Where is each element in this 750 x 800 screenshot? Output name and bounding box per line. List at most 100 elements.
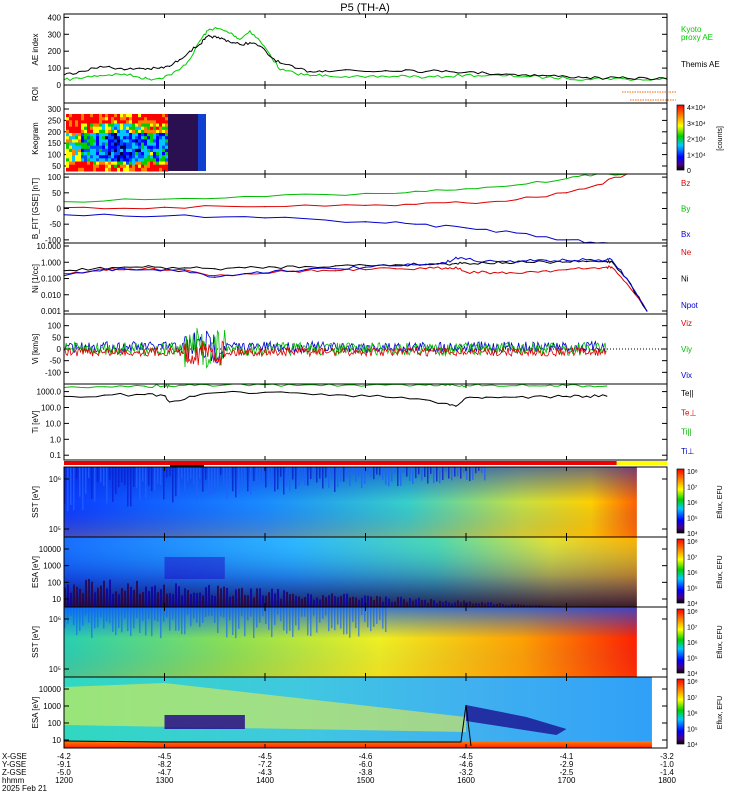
- bfield-point: [515, 232, 517, 234]
- ae-point: [148, 68, 151, 70]
- keogram-cell: [72, 155, 76, 159]
- keogram-cell: [126, 136, 130, 140]
- keogram-cell: [111, 117, 115, 121]
- keogram-cell: [72, 148, 76, 153]
- keogram-cell: [90, 126, 94, 131]
- keogram-cell: [153, 161, 157, 166]
- keogram-cell: [114, 152, 118, 156]
- keogram-cell: [84, 136, 88, 140]
- esa-e-streak: [385, 596, 387, 607]
- esa-e-streak: [160, 589, 162, 607]
- keogram-cell: [162, 136, 166, 140]
- sst-e-streak: [193, 467, 195, 485]
- ae-legend-1: proxy AE: [681, 33, 713, 42]
- keogram-cell: [87, 167, 91, 172]
- sst-e-streak: [415, 467, 417, 479]
- keogram-cell: [72, 129, 76, 134]
- x-axis-row-label: hhmm: [2, 776, 25, 785]
- keogram-cell: [120, 117, 124, 121]
- keogram-cell: [138, 164, 142, 169]
- keogram-cell: [105, 152, 109, 156]
- keogram-cell: [150, 148, 154, 153]
- bfield-legend-2: Bx: [681, 230, 690, 239]
- keogram-cell: [144, 139, 148, 143]
- sst-e-streak: [424, 467, 426, 477]
- keogram-cell: [147, 158, 151, 162]
- esa-e-streak: [145, 586, 147, 607]
- density-point: [304, 270, 306, 272]
- keogram-cell: [147, 123, 151, 128]
- sst-i-streak: [244, 607, 246, 637]
- ae-point: [545, 75, 548, 77]
- keogram-cell: [165, 114, 169, 118]
- ae-point: [425, 76, 427, 78]
- sst-i-streak: [268, 607, 270, 630]
- keogram-cell: [141, 114, 145, 118]
- density-point: [445, 263, 447, 265]
- bfield-ytick-label: -50: [49, 220, 61, 229]
- esa-e-streak: [502, 604, 504, 607]
- ae-ytick-label: 400: [48, 13, 62, 22]
- esa_e-spectrogram-shade: [64, 537, 637, 607]
- ae-point: [405, 69, 407, 71]
- keogram-cell: [66, 139, 70, 143]
- keogram-cell: [120, 164, 124, 169]
- density-point: [611, 260, 613, 263]
- ae-point: [344, 75, 346, 78]
- esa-e-streak: [520, 604, 522, 607]
- keogram-cell: [150, 161, 154, 166]
- keogram-cell: [162, 164, 166, 169]
- keogram-cell: [108, 167, 112, 172]
- sst-e-streak: [127, 467, 129, 507]
- sst-i-streak: [157, 607, 159, 622]
- temperature-point: [606, 385, 608, 387]
- keogram-cell: [102, 148, 106, 153]
- keogram-cell: [105, 114, 109, 118]
- keogram-cell: [144, 117, 148, 121]
- keogram-cell: [138, 152, 142, 156]
- esa-e-streak: [217, 585, 219, 607]
- esa-e-streak: [475, 603, 477, 607]
- ae-point: [485, 75, 487, 77]
- keogram-cell: [84, 133, 88, 137]
- keogram-cell: [123, 117, 127, 121]
- keogram-cell: [84, 145, 88, 150]
- bfield-point: [163, 215, 166, 217]
- keogram-cell: [84, 123, 88, 128]
- x-axis-tick-value: 1400: [256, 776, 274, 785]
- density-point: [445, 262, 447, 264]
- keogram-cell: [111, 167, 115, 172]
- keogram-cell: [156, 136, 160, 140]
- esa-e-streak: [313, 599, 315, 607]
- esa-e-streak: [526, 605, 528, 607]
- keogram-cell: [132, 129, 136, 134]
- keogram-cell: [90, 167, 94, 172]
- esa-e-streak: [463, 600, 465, 607]
- keogram-cell: [123, 167, 127, 172]
- keogram-cell: [135, 142, 139, 147]
- keogram-cell: [96, 133, 100, 137]
- keogram-cell: [165, 139, 169, 143]
- bfield-point: [264, 217, 266, 219]
- keogram-cell: [162, 152, 166, 156]
- esa-e-streak: [100, 585, 102, 607]
- keogram-cell: [150, 152, 154, 156]
- sst-e-streak: [76, 467, 78, 479]
- bfield-series-bx: [64, 213, 627, 243]
- ae-point: [344, 69, 346, 71]
- keogram-cell: [141, 120, 145, 124]
- keogram-cell: [96, 120, 100, 124]
- keogram-cell: [147, 164, 151, 169]
- keogram-cell: [159, 129, 163, 134]
- keogram-cell: [120, 142, 124, 147]
- mode-bar-yellow: [616, 461, 667, 465]
- keogram-cell: [105, 145, 109, 150]
- temperature-point: [515, 385, 517, 387]
- esa-e-streak: [511, 604, 513, 607]
- keogram-cell: [165, 142, 169, 147]
- sst-e-streak: [112, 467, 114, 502]
- esa-e-streak: [280, 598, 282, 607]
- sst-i-streak: [166, 607, 168, 618]
- bfield-point: [364, 192, 367, 195]
- ae-point: [445, 70, 447, 72]
